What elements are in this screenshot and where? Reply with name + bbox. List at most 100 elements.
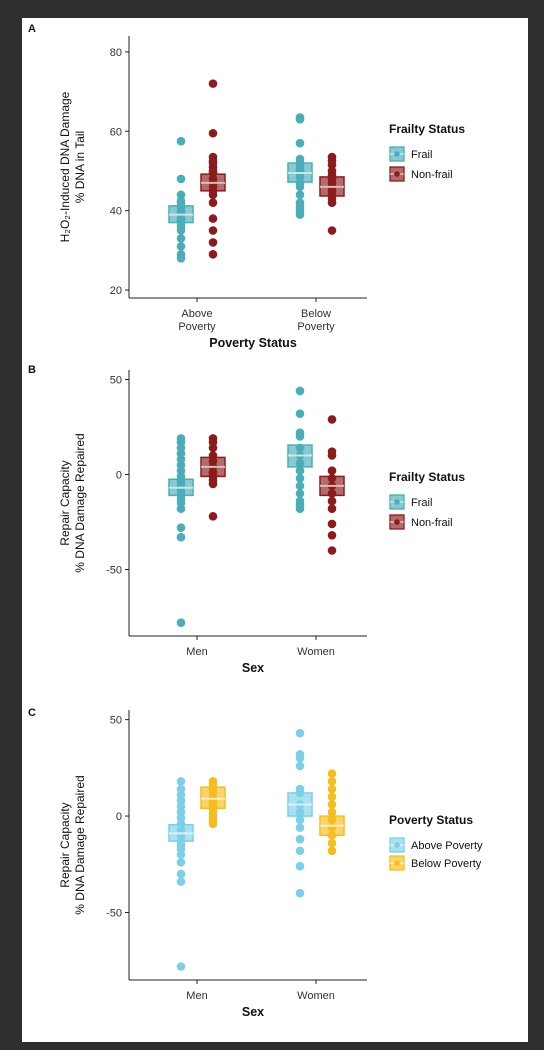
x-tick-label: Poverty xyxy=(178,321,216,333)
data-point xyxy=(208,128,218,138)
legend-label: Above Poverty xyxy=(411,840,483,852)
panel-letter: A xyxy=(28,23,36,35)
legend-title: Frailty Status xyxy=(389,470,465,484)
legend-key-dot xyxy=(394,842,400,848)
legend-key-dot xyxy=(394,499,400,505)
data-point xyxy=(176,504,186,513)
data-point xyxy=(176,190,186,200)
legend-label: Non-frail xyxy=(411,169,453,181)
data-point xyxy=(208,238,218,247)
data-point xyxy=(208,819,218,829)
data-point xyxy=(327,504,337,513)
legend-title: Frailty Status xyxy=(389,122,465,136)
data-point xyxy=(208,250,218,259)
data-point xyxy=(295,815,305,825)
data-point xyxy=(176,962,186,971)
data-point xyxy=(208,479,218,489)
data-point xyxy=(176,877,186,886)
data-point xyxy=(327,198,337,208)
data-point xyxy=(295,846,305,856)
data-point xyxy=(295,489,305,498)
data-point xyxy=(295,138,305,148)
data-point xyxy=(327,474,337,483)
series-non-frail xyxy=(200,415,345,555)
legend-label: Below Poverty xyxy=(411,858,482,870)
data-point xyxy=(208,79,218,88)
data-point xyxy=(295,481,305,491)
data-point xyxy=(295,823,305,832)
data-point xyxy=(327,838,337,848)
x-axis-title: Sex xyxy=(242,661,264,675)
legend-title: Poverty Status xyxy=(389,813,473,827)
panel-letter: B xyxy=(28,364,36,376)
data-point xyxy=(295,474,305,483)
data-point xyxy=(327,451,337,460)
data-point xyxy=(327,815,337,825)
data-point xyxy=(327,777,337,786)
x-tick-label: Above xyxy=(181,308,212,320)
data-point xyxy=(208,168,218,178)
legend-label: Frail xyxy=(411,497,432,509)
data-point xyxy=(176,174,186,184)
data-point xyxy=(327,489,337,498)
x-tick-label: Men xyxy=(186,646,207,658)
data-point xyxy=(176,523,186,532)
data-point xyxy=(295,409,305,419)
y-tick-label: 20 xyxy=(110,285,122,297)
legend: Poverty Status Above Poverty Below Poverty xyxy=(389,813,483,871)
data-point xyxy=(208,214,218,223)
data-point xyxy=(295,458,305,468)
data-point xyxy=(295,728,305,738)
data-point xyxy=(208,226,218,235)
data-point xyxy=(327,531,337,540)
y-axis-title-line: % DNA in Tail xyxy=(73,131,87,203)
data-point xyxy=(295,172,305,182)
series-frail xyxy=(168,113,313,263)
data-point xyxy=(327,792,337,802)
y-tick-label: 50 xyxy=(110,715,122,727)
y-axis-title-line: Repair Capacity xyxy=(58,802,72,887)
data-point xyxy=(295,432,305,441)
data-point xyxy=(295,888,305,898)
data-point xyxy=(327,831,337,840)
x-tick-label: Men xyxy=(186,990,207,1002)
data-point xyxy=(327,800,337,809)
data-point xyxy=(327,226,337,235)
data-point xyxy=(295,443,305,453)
data-point xyxy=(176,226,186,235)
y-tick-label: -50 xyxy=(106,908,122,920)
legend: Frailty Status Frail Non-frail xyxy=(389,470,465,530)
data-point xyxy=(327,496,337,506)
y-tick-label: 50 xyxy=(110,375,122,387)
data-point xyxy=(208,190,218,200)
data-point xyxy=(295,788,305,798)
data-point xyxy=(176,850,186,859)
data-point xyxy=(295,115,305,124)
legend-key-dot xyxy=(394,151,400,157)
y-axis-title-line: Repair Capacity xyxy=(58,460,72,545)
series-below-poverty xyxy=(200,769,345,856)
data-point xyxy=(176,618,186,627)
data-point xyxy=(327,466,337,476)
data-point xyxy=(327,519,337,529)
y-tick-label: -50 xyxy=(106,565,122,577)
x-axis-title: Poverty Status xyxy=(209,336,297,350)
data-point xyxy=(295,182,305,192)
x-tick-label: Women xyxy=(297,990,335,1002)
series-above-poverty xyxy=(168,728,313,971)
data-point xyxy=(327,846,337,856)
data-point xyxy=(327,160,337,170)
data-point xyxy=(295,807,305,817)
data-point xyxy=(208,512,218,521)
panel-letter: C xyxy=(28,707,36,719)
data-point xyxy=(327,784,337,794)
figure-panel: A 20 40 60 80 Above Poverty Below Poverty Poverty… xyxy=(22,18,528,1042)
y-axis-title-line: H₂O₂-Induced DNA Damage xyxy=(58,91,72,242)
data-point xyxy=(295,761,305,771)
chart-panel-B: B -50 0 50 Men Women Sex Repair Capacity% DNA D… xyxy=(28,364,465,675)
series-frail xyxy=(168,386,313,627)
y-tick-label: 0 xyxy=(116,470,122,482)
legend: Frailty Status Frail Non-frail xyxy=(389,122,465,182)
chart-panel-A: A20406080AbovePovertyBelowPovertyPoverty… xyxy=(28,23,465,350)
legend-key-dot xyxy=(394,519,400,525)
